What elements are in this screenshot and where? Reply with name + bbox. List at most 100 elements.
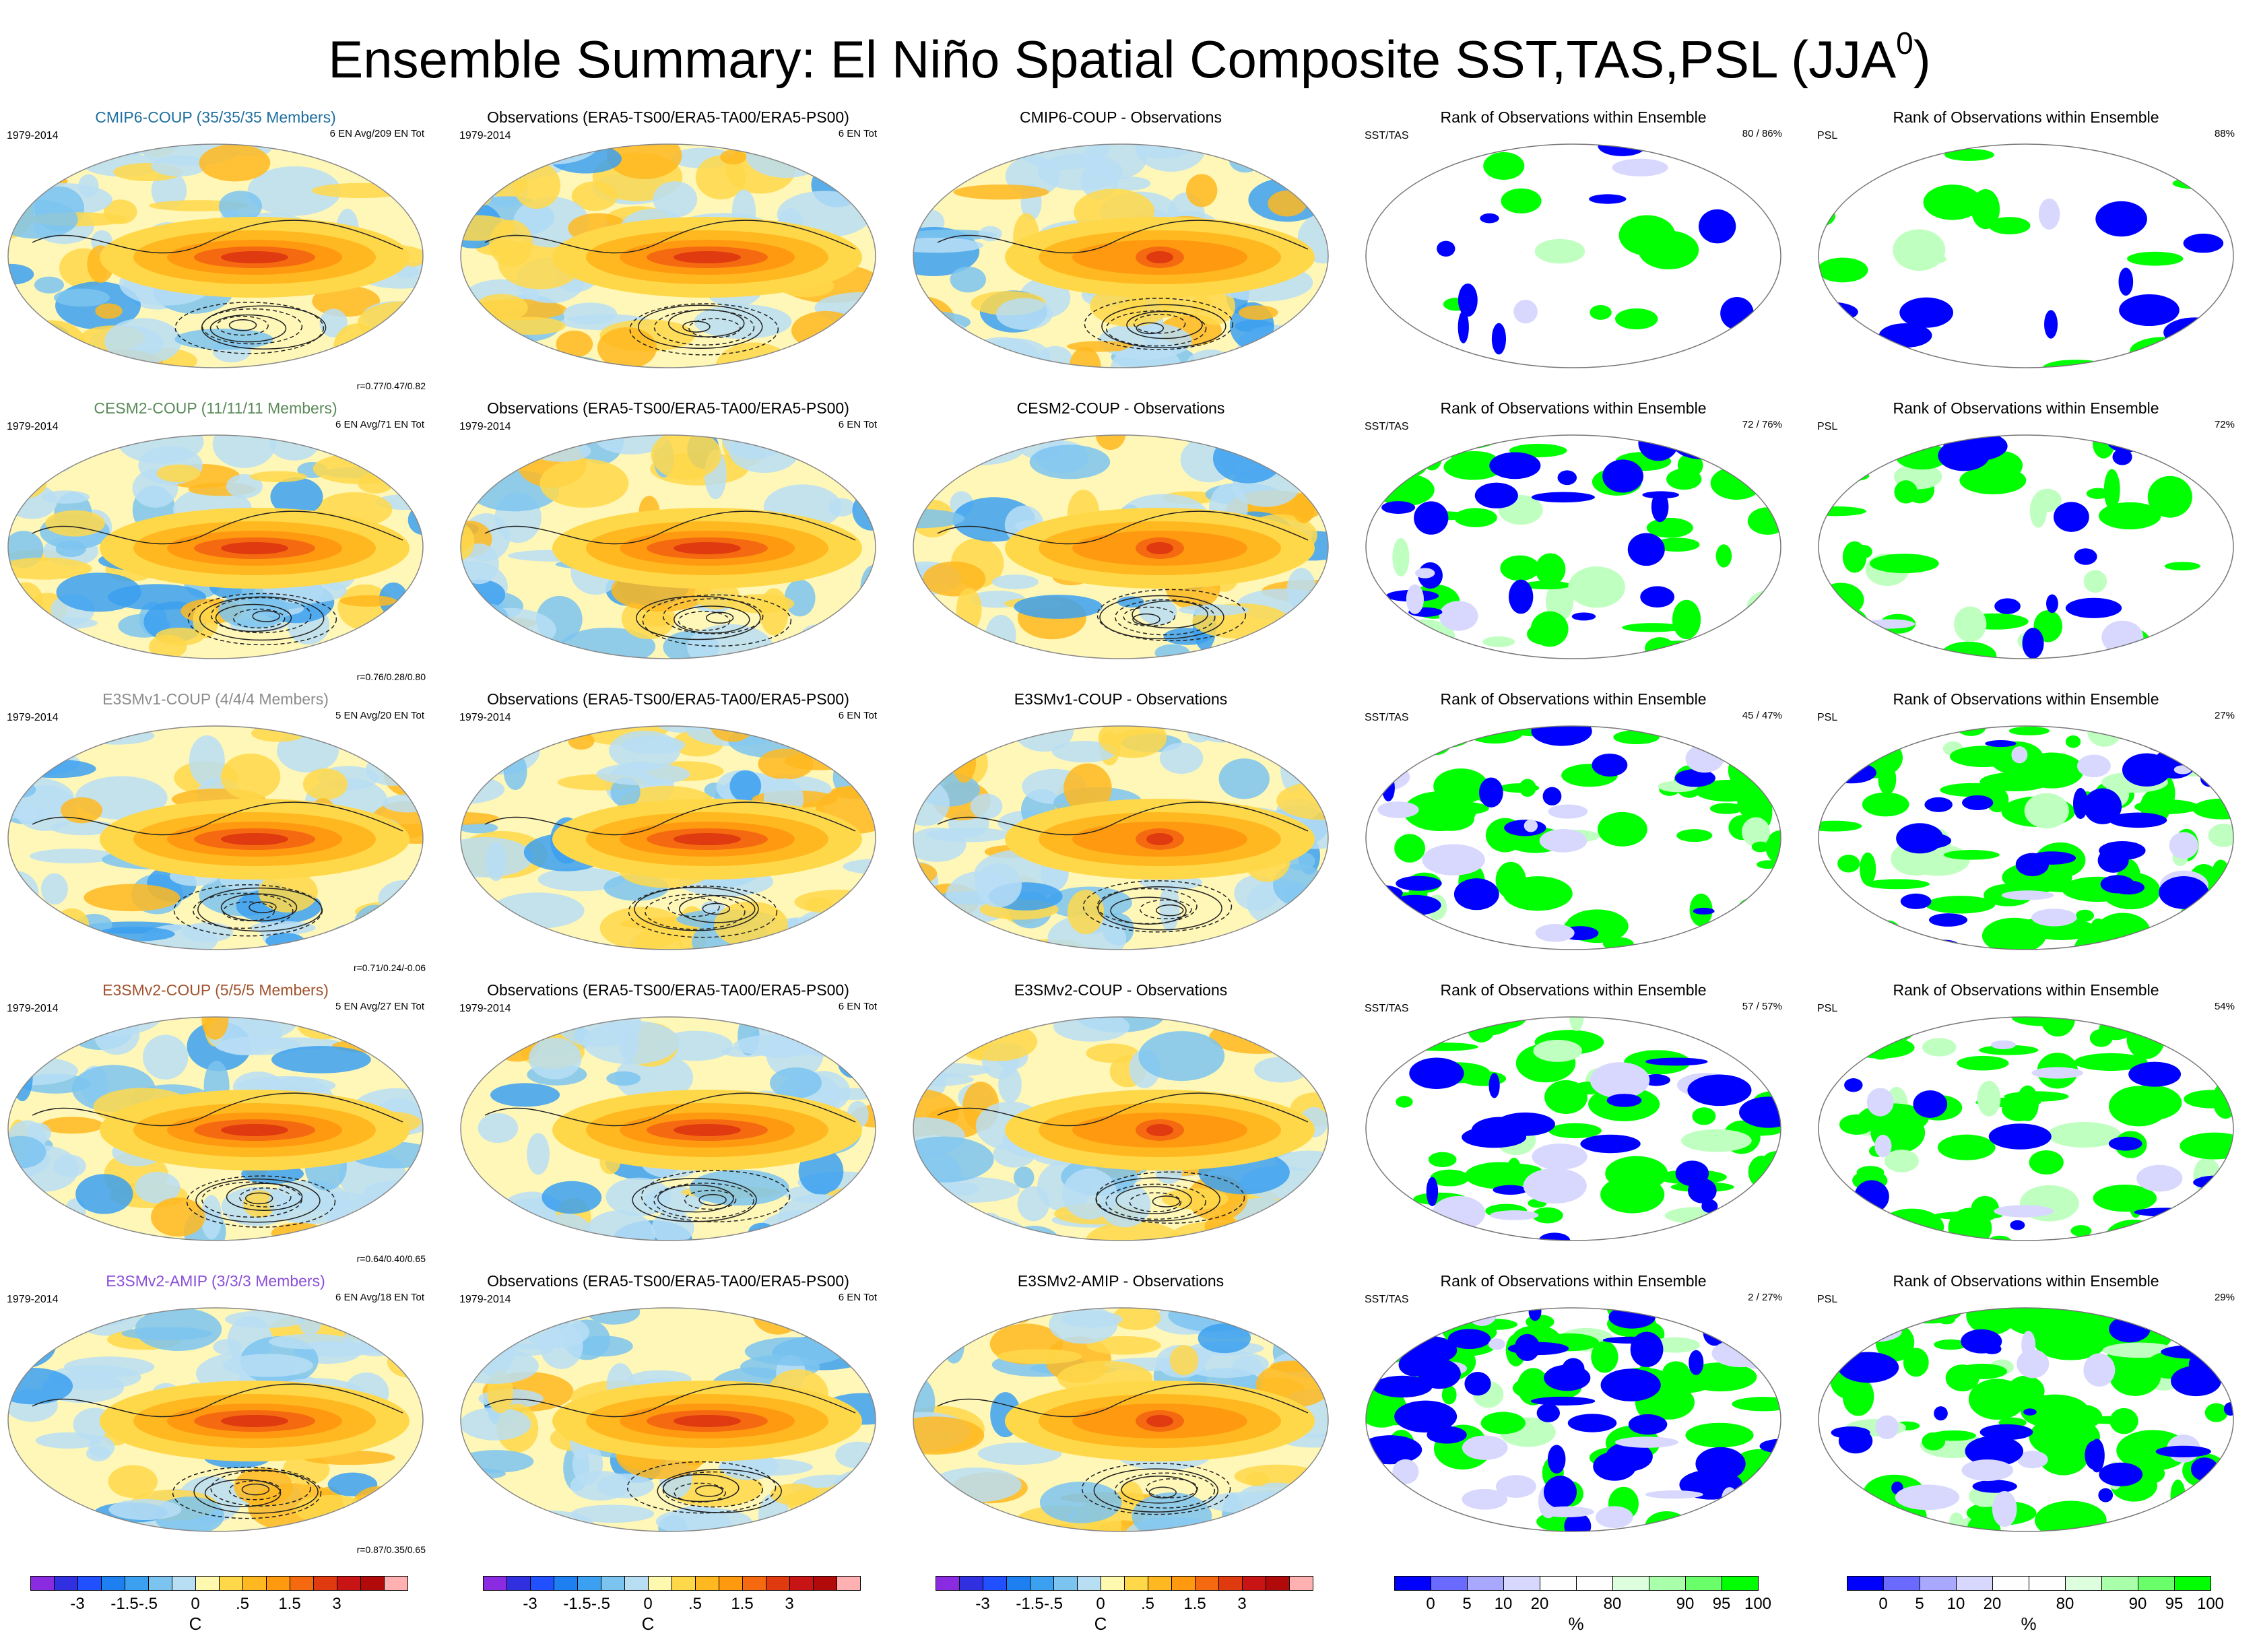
event-count: 6 EN Avg/71 EN Tot — [335, 419, 424, 430]
colorbar-swatch — [601, 1576, 625, 1591]
panel-title: Observations (ERA5-TS00/ERA5-TA00/ERA5-P… — [487, 981, 849, 999]
period-label: 1979-2014 — [7, 421, 59, 432]
event-count: 6 EN Avg/209 EN Tot — [329, 128, 424, 139]
colorbar-swatch — [1612, 1576, 1649, 1591]
colorbar-rank: 0 5 10 20 80 90 95 100% — [1394, 1576, 1771, 1637]
colorbar-swatch — [766, 1576, 790, 1591]
composite-map — [460, 434, 876, 659]
panel-diff-5: E3SMv2-AMIP - Observations — [905, 1271, 1336, 1558]
colorbar-swatch — [1053, 1576, 1078, 1591]
colorbar-tick: 20 — [1530, 1595, 1549, 1613]
panel-title: Observations (ERA5-TS00/ERA5-TA00/ERA5-P… — [487, 108, 849, 126]
rank-percent: 72 / 76% — [1742, 419, 1782, 430]
composite-map — [7, 1307, 424, 1532]
colorbar-swatch — [1124, 1576, 1148, 1591]
correlation-label: r=0.87/0.35/0.65 — [356, 1544, 426, 1555]
variable-label: SST/TAS — [1365, 1003, 1409, 1014]
panel-title: Rank of Observations within Ensemble — [1893, 690, 2159, 708]
colorbar-swatch — [813, 1576, 837, 1591]
rank-percent: 88% — [2214, 128, 2235, 139]
colorbar-tick: 0 — [191, 1595, 200, 1613]
panel-rank2-4: Rank of Observations within Ensemble PSL 5… — [1810, 981, 2241, 1267]
colorbar-swatch — [148, 1576, 172, 1591]
panel-title: Rank of Observations within Ensemble — [1440, 690, 1707, 708]
rank-map — [1818, 1307, 2234, 1532]
colorbar-swatch — [266, 1576, 290, 1591]
colorbar-swatch — [1101, 1576, 1125, 1591]
event-count: 6 EN Tot — [838, 1292, 877, 1303]
colorbar-tick: 0 — [1426, 1595, 1435, 1613]
colorbar-tick: 80 — [2056, 1595, 2074, 1613]
rank-percent: 29% — [2214, 1292, 2235, 1303]
panel-title: E3SMv2-COUP - Observations — [1014, 981, 1228, 999]
colorbar-swatch — [789, 1576, 814, 1591]
colorbar-swatch — [242, 1576, 267, 1591]
colorbar-swatch — [1920, 1576, 1957, 1591]
panel-obs-5: Observations (ERA5-TS00/ERA5-TA00/ERA5-P… — [453, 1271, 884, 1558]
colorbar-swatch — [2065, 1576, 2102, 1591]
panel-title: CESM2-COUP (11/11/11 Members) — [94, 399, 337, 417]
colorbar-swatch — [1431, 1576, 1468, 1591]
colorbar-tick: -.5 — [1043, 1595, 1063, 1613]
colorbar-swatch — [195, 1576, 220, 1591]
rank-percent: 72% — [2214, 419, 2235, 430]
correlation-label: r=0.76/0.28/0.80 — [356, 671, 426, 682]
panel-title: Observations (ERA5-TS00/ERA5-TA00/ERA5-P… — [487, 690, 849, 708]
colorbar-swatch — [959, 1576, 983, 1591]
colorbar-tick: 90 — [1676, 1595, 1695, 1613]
colorbar-tick: .5 — [1140, 1595, 1155, 1613]
colorbar-swatch — [125, 1576, 149, 1591]
colorbar-swatch — [1992, 1576, 2029, 1591]
colorbar-swatch — [2138, 1576, 2175, 1591]
event-count: 6 EN Tot — [838, 128, 877, 139]
panel-model-3: E3SMv1-COUP (4/4/4 Members) 1979-2014 5 EN… — [0, 690, 431, 976]
composite-map — [460, 1016, 876, 1241]
panel-title: E3SMv1-COUP - Observations — [1014, 690, 1228, 708]
rank-map — [1818, 725, 2234, 950]
colorbar-tick: 100 — [1744, 1595, 1772, 1613]
colorbar-tick: 0 — [1878, 1595, 1888, 1613]
composite-map — [913, 725, 1329, 950]
colorbar-swatch — [1171, 1576, 1196, 1591]
panel-model-4: E3SMv2-COUP (5/5/5 Members) 1979-2014 5 EN… — [0, 981, 431, 1267]
panel-rank1-2: Rank of Observations within Ensemble SST/… — [1358, 399, 1789, 685]
period-label: 1979-2014 — [459, 1003, 511, 1014]
colorbar-swatch — [1030, 1576, 1054, 1591]
panel-obs-2: Observations (ERA5-TS00/ERA5-TA00/ERA5-P… — [453, 399, 884, 685]
panel-model-1: CMIP6-COUP (35/35/35 Members) 1979-2014 6 … — [0, 108, 431, 394]
rank-map — [1818, 143, 2234, 368]
composite-map — [460, 725, 876, 950]
colorbar-tick: 90 — [2128, 1595, 2147, 1613]
panel-model-5: E3SMv2-AMIP (3/3/3 Members) 1979-2014 6 EN… — [0, 1271, 431, 1558]
composite-map — [460, 143, 876, 368]
rank-map — [1818, 1016, 2234, 1241]
colorbar-swatch — [30, 1576, 55, 1591]
variable-label: PSL — [1817, 1294, 1838, 1305]
variable-label: SST/TAS — [1365, 1294, 1409, 1305]
colorbar-tick: 1.5 — [731, 1595, 754, 1613]
correlation-label: r=0.64/0.40/0.65 — [356, 1253, 426, 1264]
composite-map — [7, 1016, 424, 1241]
panel-diff-3: E3SMv1-COUP - Observations — [905, 690, 1336, 976]
panel-rank2-2: Rank of Observations within Ensemble PSL 7… — [1810, 399, 2241, 685]
colorbar-tick: 3 — [785, 1595, 794, 1613]
colorbar-temp: -3 -1.5 -.5 0 .5 1.5 3 C — [483, 1576, 861, 1637]
colorbar-swatch — [313, 1576, 337, 1591]
colorbar-unit: C — [189, 1614, 202, 1634]
panel-diff-1: CMIP6-COUP - Observations — [905, 108, 1336, 394]
panel-obs-1: Observations (ERA5-TS00/ERA5-TA00/ERA5-P… — [453, 108, 884, 394]
composite-map — [7, 725, 424, 950]
colorbar-swatch — [483, 1576, 507, 1591]
colorbar-swatch — [719, 1576, 743, 1591]
colorbar-unit: % — [1568, 1614, 1584, 1634]
composite-map — [913, 434, 1329, 659]
colorbar-tick: 0 — [1096, 1595, 1105, 1613]
rank-percent: 54% — [2214, 1001, 2235, 1012]
colorbar-swatch — [624, 1576, 649, 1591]
rank-percent: 27% — [2214, 710, 2235, 721]
colorbar-tick: 5 — [1915, 1595, 1924, 1613]
colorbar-swatch — [1148, 1576, 1172, 1591]
colorbar-rank: 0 5 10 20 80 90 95 100% — [1847, 1576, 2224, 1637]
panel-obs-4: Observations (ERA5-TS00/ERA5-TA00/ERA5-P… — [453, 981, 884, 1267]
figure-title: Ensemble Summary: El Niño Spatial Compos… — [328, 26, 1931, 89]
